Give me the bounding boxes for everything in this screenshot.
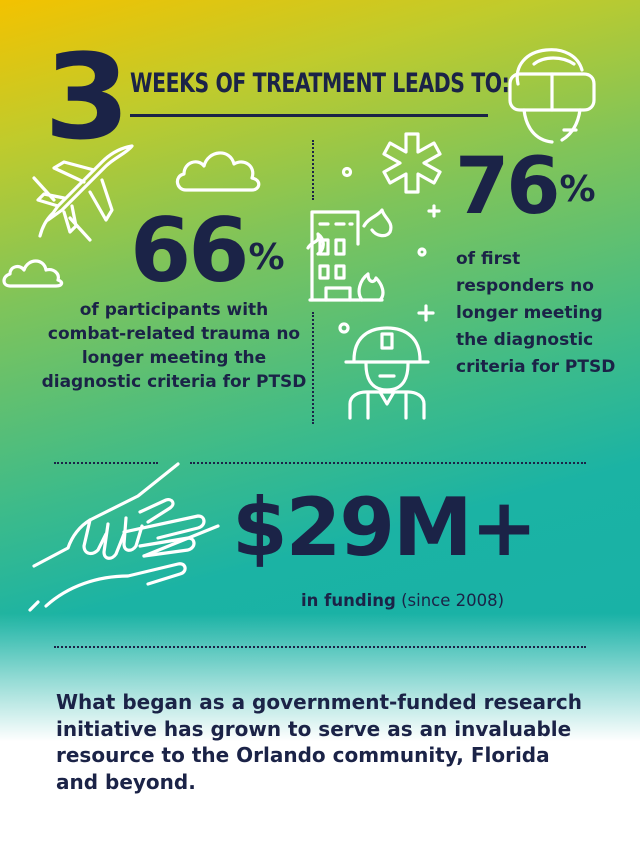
vr-headset-icon: [508, 48, 596, 144]
burning-building-icon: [306, 208, 393, 302]
vertical-divider: [312, 312, 314, 424]
horizontal-divider: [190, 462, 586, 464]
stat-description-first-responders: of first responders no longer meeting th…: [456, 249, 616, 377]
cloud-small-icon: [2, 259, 64, 288]
stat-percent-sign: %: [248, 237, 285, 278]
decorative-sparkles: [338, 166, 441, 334]
horizontal-divider: [54, 462, 158, 464]
cloud-icon: [175, 151, 261, 192]
funding-label: in funding (since 2008): [301, 591, 505, 610]
fighter-jet-icon: [32, 144, 134, 242]
vertical-divider: [312, 140, 314, 200]
stat-description-combat: of participants with combat-related trau…: [41, 300, 307, 392]
stat-value-first-responders: 76%: [455, 148, 596, 226]
firefighter-icon: [344, 326, 430, 420]
stat-percent-sign: %: [559, 169, 596, 210]
horizontal-divider: [54, 646, 586, 648]
stat-number: 66: [130, 199, 249, 302]
helping-hands-icon: [28, 462, 220, 612]
stat-value-combat: 66%: [130, 207, 285, 295]
headline-underline: [130, 114, 488, 117]
medical-star-icon: [382, 132, 442, 194]
headline-text: WEEKS OF TREATMENT LEADS TO:: [130, 68, 510, 99]
funding-label-note: (since 2008): [401, 591, 505, 610]
funding-amount: $29M+: [232, 481, 538, 574]
stat-number: 76: [455, 142, 561, 232]
closing-paragraph: What began as a government-funded resear…: [56, 690, 582, 794]
headline-number: 3: [44, 28, 130, 166]
funding-label-main: in funding: [301, 591, 396, 610]
